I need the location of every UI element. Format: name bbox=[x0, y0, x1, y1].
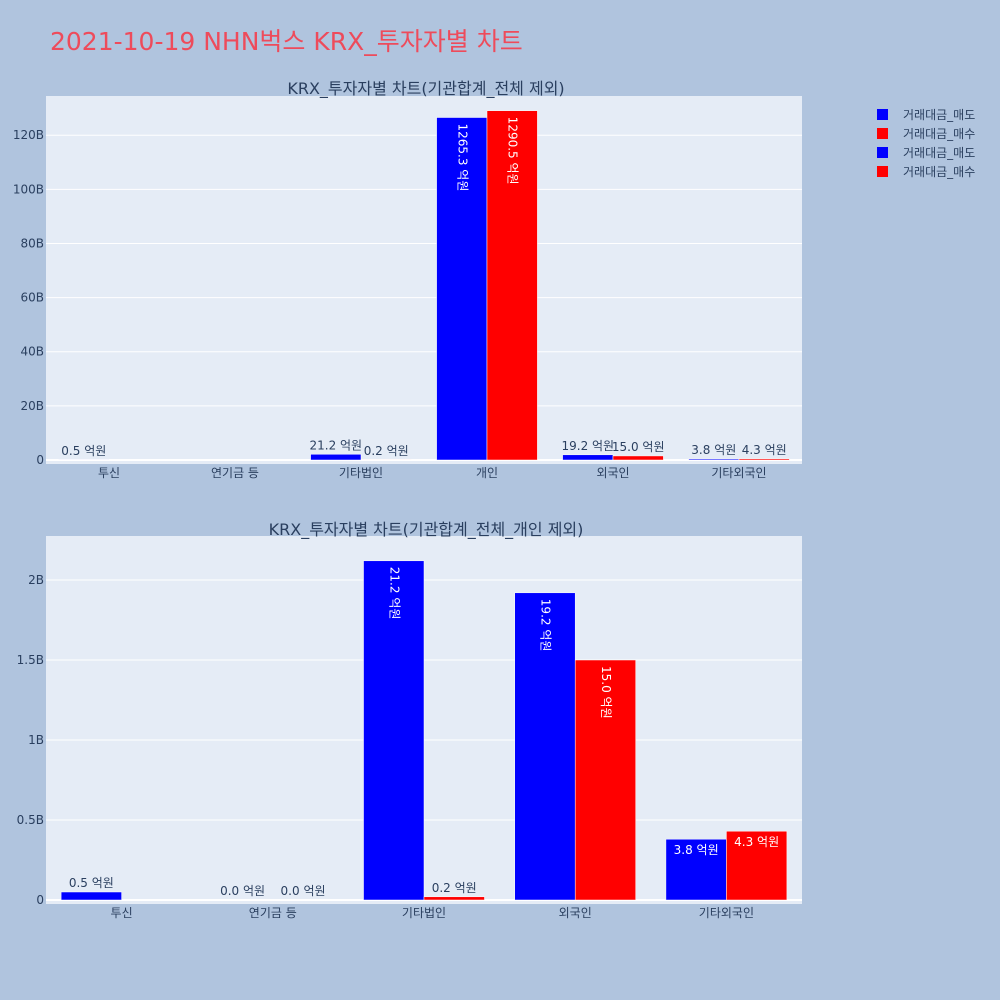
page-title: 2021-10-19 NHN벅스 KRX_투자자별 차트 bbox=[50, 27, 523, 56]
data-label: 21.2 억원 bbox=[387, 567, 401, 620]
legend-label[interactable]: 거래대금_매수 bbox=[903, 165, 975, 179]
x-tick-label: 기타법인 bbox=[402, 906, 446, 920]
bar[interactable] bbox=[60, 891, 122, 901]
data-label: 0.2 억원 bbox=[364, 444, 409, 458]
bar[interactable] bbox=[486, 110, 538, 461]
bar[interactable] bbox=[562, 454, 614, 461]
y-tick-label: 0 bbox=[36, 453, 44, 467]
bar[interactable] bbox=[574, 659, 636, 901]
data-label: 15.0 억원 bbox=[612, 440, 665, 454]
bar[interactable] bbox=[688, 458, 740, 461]
x-tick-label: 외국인 bbox=[596, 466, 629, 480]
x-tick-label: 연기금 등 bbox=[249, 906, 297, 920]
data-label: 0.5 억원 bbox=[61, 444, 106, 458]
chart-top: 0 20B 40B 60B 80B 100B 120B KRX_투자자별 차트(기관합계_전체… bbox=[13, 79, 802, 480]
chart-title: KRX_투자자별 차트(기관합계_전체 제외) bbox=[287, 79, 564, 99]
y-tick-label: 20B bbox=[20, 399, 44, 413]
y-tick-label: 100B bbox=[13, 182, 44, 196]
legend-label[interactable]: 거래대금_매도 bbox=[903, 146, 975, 160]
data-label: 19.2 억원 bbox=[538, 599, 552, 652]
data-label: 15.0 억원 bbox=[599, 666, 613, 719]
data-label: 4.3 억원 bbox=[734, 835, 779, 849]
x-tick-label: 기타외국인 bbox=[711, 466, 766, 480]
x-tick-label: 연기금 등 bbox=[211, 466, 259, 480]
data-label: 4.3 억원 bbox=[742, 443, 787, 457]
x-tick-label: 기타외국인 bbox=[699, 906, 754, 920]
y-tick-label: 2B bbox=[28, 573, 44, 587]
data-label: 21.2 억원 bbox=[309, 438, 362, 452]
x-tick-label: 개인 bbox=[476, 466, 498, 480]
data-label: 0.2 억원 bbox=[432, 881, 477, 895]
x-tick-label: 기타법인 bbox=[339, 466, 383, 480]
chart-title: KRX_투자자별 차트(기관합계_전체_개인 제외) bbox=[269, 520, 584, 540]
legend-label[interactable]: 거래대금_매도 bbox=[903, 108, 975, 122]
chart-bottom: 0 0.5B 1B 1.5B 2B KRX_투자자별 차트(기관합계_전체_개인 제외) 투… bbox=[17, 520, 802, 920]
legend-swatch bbox=[877, 128, 888, 139]
data-label: 3.8 억원 bbox=[674, 843, 719, 857]
legend-label[interactable]: 거래대금_매수 bbox=[903, 127, 975, 141]
data-label: 0.0 억원 bbox=[220, 884, 265, 898]
y-tick-label: 1.5B bbox=[17, 653, 44, 667]
plot-area bbox=[46, 96, 802, 464]
bar[interactable] bbox=[363, 560, 425, 901]
x-tick-label: 투신 bbox=[98, 466, 120, 480]
y-tick-label: 1B bbox=[28, 733, 44, 747]
y-tick-label: 40B bbox=[20, 345, 44, 359]
bar[interactable] bbox=[436, 117, 488, 461]
data-label: 0.0 억원 bbox=[281, 884, 326, 898]
x-tick-label: 투신 bbox=[111, 906, 133, 920]
legend-swatch bbox=[877, 147, 888, 158]
y-tick-label: 120B bbox=[13, 128, 44, 142]
y-tick-label: 0.5B bbox=[17, 813, 44, 827]
y-tick-label: 60B bbox=[20, 291, 44, 305]
bar[interactable] bbox=[726, 830, 788, 901]
legend-swatch bbox=[877, 166, 888, 177]
bar[interactable] bbox=[612, 455, 664, 461]
data-label: 3.8 억원 bbox=[691, 443, 736, 457]
data-label: 1290.5 억원 bbox=[506, 117, 520, 185]
bar[interactable] bbox=[423, 896, 485, 901]
y-tick-label: 80B bbox=[20, 236, 44, 250]
bar[interactable] bbox=[310, 454, 362, 461]
y-tick-label: 0 bbox=[36, 893, 44, 907]
data-label: 19.2 억원 bbox=[561, 439, 614, 453]
x-tick-label: 외국인 bbox=[559, 906, 592, 920]
data-label: 0.5 억원 bbox=[69, 876, 114, 890]
bar[interactable] bbox=[514, 592, 576, 901]
bar[interactable] bbox=[738, 458, 790, 461]
legend-swatch bbox=[877, 109, 888, 120]
data-label: 1265.3 억원 bbox=[455, 124, 469, 192]
